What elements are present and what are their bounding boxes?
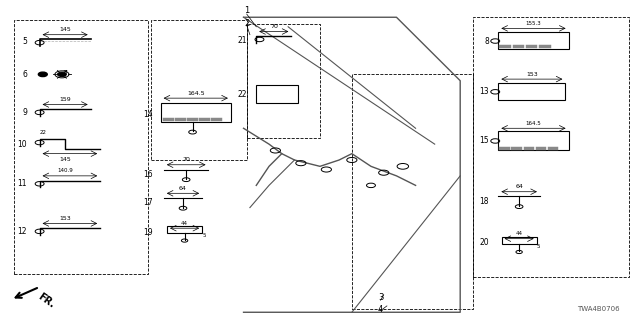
Circle shape xyxy=(38,72,47,76)
Text: 5: 5 xyxy=(202,233,205,238)
Bar xyxy=(167,226,202,233)
Text: 145: 145 xyxy=(60,27,71,32)
Text: 7: 7 xyxy=(62,70,67,79)
Text: 9: 9 xyxy=(22,108,27,117)
Text: 17: 17 xyxy=(143,198,153,207)
Text: 13: 13 xyxy=(479,87,489,96)
Bar xyxy=(499,132,568,150)
Bar xyxy=(246,24,320,138)
Bar xyxy=(352,74,473,309)
Text: 140.9: 140.9 xyxy=(57,168,73,173)
Text: 18: 18 xyxy=(479,197,489,206)
Text: 15: 15 xyxy=(479,136,489,146)
Text: 14: 14 xyxy=(143,109,153,118)
Text: 21: 21 xyxy=(237,36,246,44)
Text: 44: 44 xyxy=(181,221,188,226)
Text: 22: 22 xyxy=(40,130,47,135)
Text: 153: 153 xyxy=(60,216,71,221)
Text: 5: 5 xyxy=(537,244,540,249)
Text: 6: 6 xyxy=(22,70,27,79)
Text: 11: 11 xyxy=(17,179,27,188)
Text: 64: 64 xyxy=(515,184,523,189)
Text: 159: 159 xyxy=(60,97,71,102)
Bar xyxy=(14,20,148,274)
Bar xyxy=(499,83,565,100)
Text: 64: 64 xyxy=(179,186,187,191)
Circle shape xyxy=(58,72,67,76)
Text: 12: 12 xyxy=(17,227,27,236)
Text: TWA4B0706: TWA4B0706 xyxy=(577,306,620,312)
Text: 164.5: 164.5 xyxy=(525,121,541,126)
Text: 2: 2 xyxy=(244,19,250,28)
Text: FR.: FR. xyxy=(36,292,57,310)
Text: 145: 145 xyxy=(60,157,71,162)
Text: 20: 20 xyxy=(479,238,489,247)
Text: 44: 44 xyxy=(516,231,523,236)
Bar xyxy=(473,17,629,277)
Text: 3: 3 xyxy=(378,293,383,302)
Text: 70: 70 xyxy=(182,157,190,162)
Text: 1: 1 xyxy=(244,6,250,15)
Bar xyxy=(502,237,537,244)
Text: 70: 70 xyxy=(270,24,278,29)
Bar xyxy=(256,85,298,103)
Text: 153: 153 xyxy=(526,72,538,76)
Text: 5: 5 xyxy=(22,36,27,45)
Text: 164.5: 164.5 xyxy=(187,91,205,96)
Bar xyxy=(499,32,568,49)
Bar xyxy=(151,20,246,160)
Text: 4: 4 xyxy=(378,305,383,314)
Text: 10: 10 xyxy=(17,140,27,148)
Text: 16: 16 xyxy=(143,170,153,179)
Text: 22: 22 xyxy=(237,91,246,100)
Text: 8: 8 xyxy=(484,36,489,45)
Bar xyxy=(161,103,231,122)
Text: 19: 19 xyxy=(143,228,153,237)
Text: 155.3: 155.3 xyxy=(525,21,541,26)
